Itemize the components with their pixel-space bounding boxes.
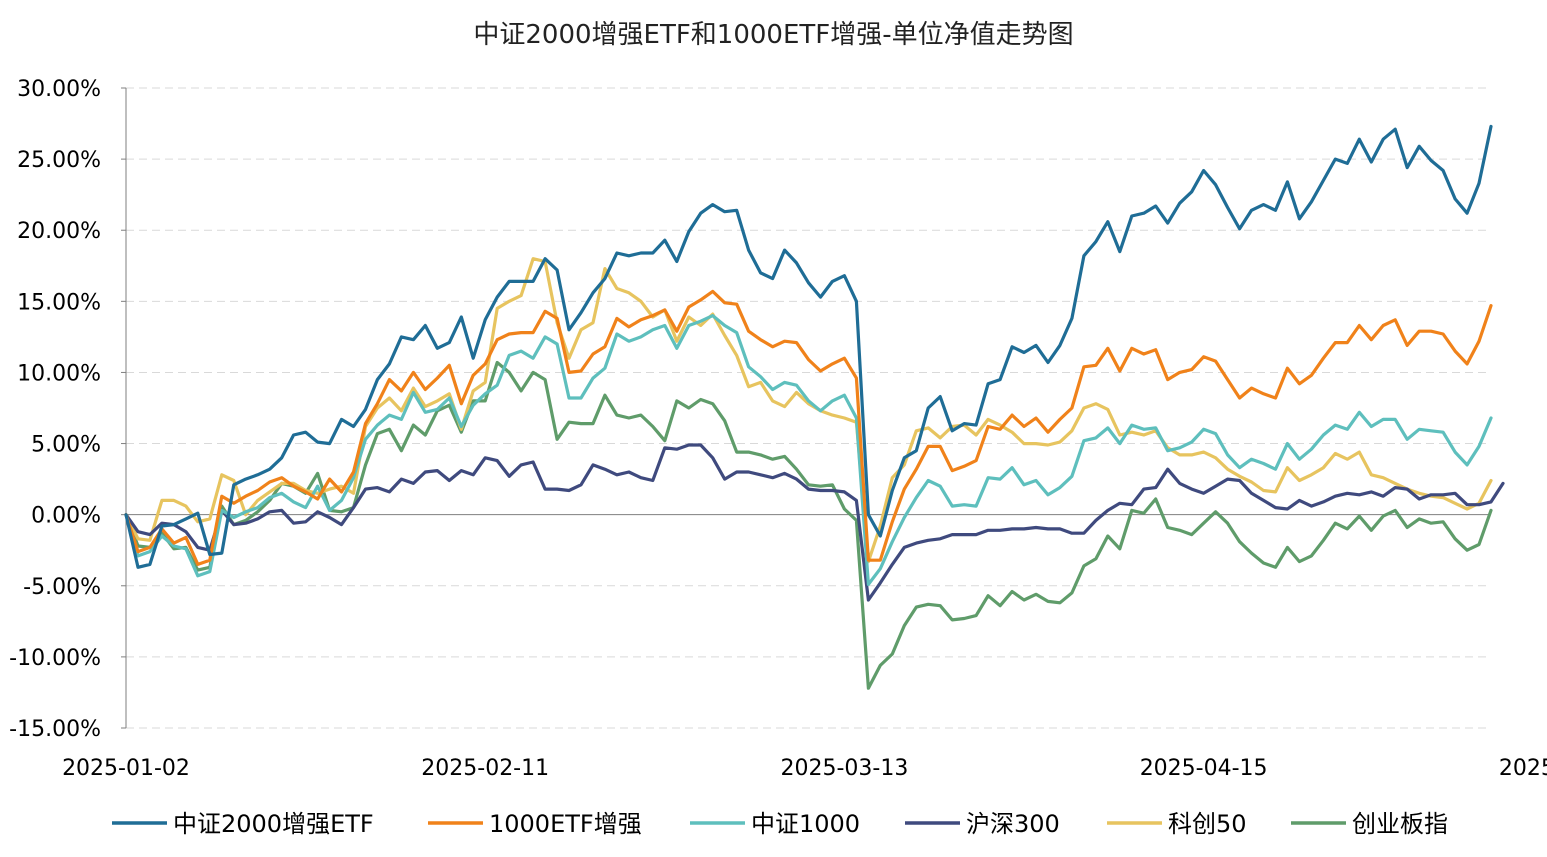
- series-line: [124, 257, 1493, 564]
- series-line: [124, 360, 1493, 690]
- legend-label: 中证1000: [751, 810, 860, 838]
- y-tick-label: -15.00%: [9, 717, 101, 742]
- y-tick-label: 20.00%: [17, 219, 101, 244]
- y-tick-label: 25.00%: [17, 148, 101, 173]
- x-tick-label: 2025-05-20: [1499, 756, 1547, 781]
- series-line: [124, 289, 1493, 567]
- gridlines: [126, 87, 1491, 729]
- legend: 中证2000增强ETF 1000ETF增强 中证1000 沪深300 科创50 创业板指: [112, 810, 1448, 838]
- x-tick-label: 2025-01-02: [62, 756, 190, 781]
- series-line: [124, 314, 1493, 587]
- y-tick-label: 15.00%: [17, 290, 101, 315]
- y-tick-label: 30.00%: [17, 77, 101, 102]
- legend-label: 创业板指: [1352, 810, 1448, 838]
- y-tick-label: 10.00%: [17, 361, 101, 386]
- series-line: [124, 443, 1505, 602]
- x-tick-label: 2025-02-11: [421, 756, 549, 781]
- legend-label: 1000ETF增强: [489, 810, 642, 838]
- legend-label: 科创50: [1168, 810, 1247, 838]
- legend-label: 沪深300: [966, 810, 1060, 838]
- y-tick-label: 5.00%: [31, 433, 101, 458]
- series-lines: [124, 124, 1505, 690]
- y-tick-label: 0.00%: [31, 504, 101, 529]
- x-tick-label: 2025-03-13: [780, 756, 908, 781]
- y-tick-label: -10.00%: [9, 646, 101, 671]
- legend-label: 中证2000增强ETF: [173, 810, 374, 838]
- y-tick-label: -5.00%: [23, 575, 101, 600]
- axes: 30.00% 25.00% 20.00% 15.00% 10.00% 5.00% 0.00%…: [9, 77, 1547, 781]
- x-tick-label: 2025-04-15: [1140, 756, 1268, 781]
- chart-title: 中证2000增强ETF和1000ETF增强-单位净值走势图: [473, 20, 1074, 50]
- series-line: [124, 124, 1493, 569]
